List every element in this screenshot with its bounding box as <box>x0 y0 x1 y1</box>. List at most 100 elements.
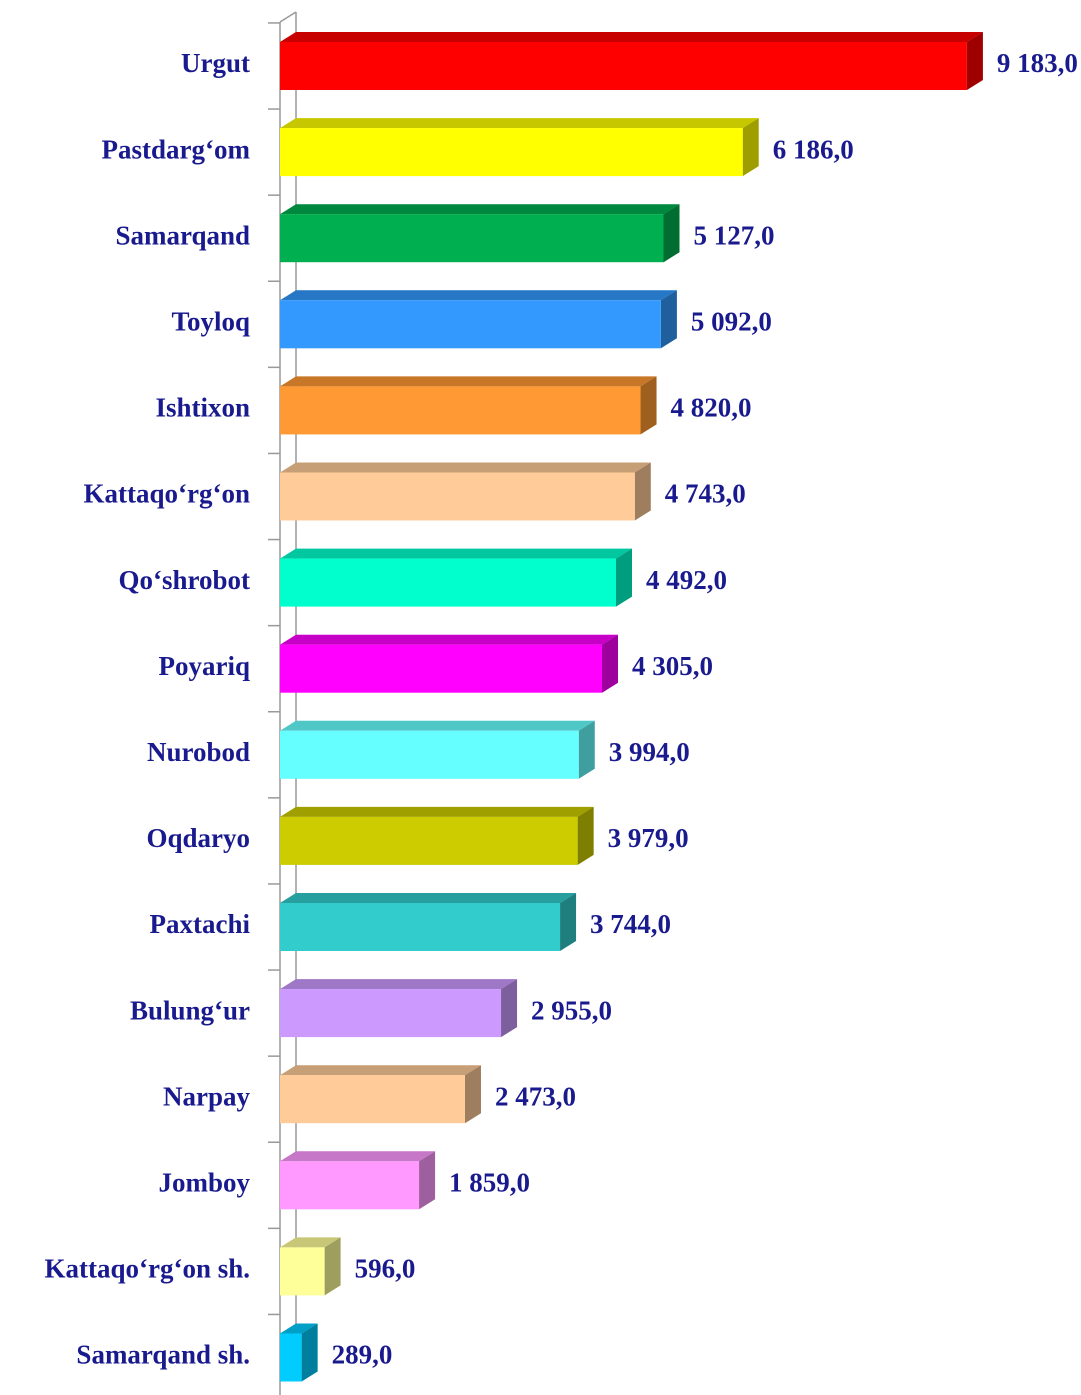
category-label: Nurobod <box>147 737 250 767</box>
bar <box>280 558 617 607</box>
value-label: 6 186,0 <box>773 134 854 164</box>
value-label: 3 744,0 <box>590 909 671 939</box>
bar-top <box>280 118 759 129</box>
bar-side-shade <box>660 290 677 349</box>
category-label: Samarqand <box>115 220 250 250</box>
bar-side-shade <box>501 979 518 1038</box>
category-label: Paxtachi <box>150 909 251 939</box>
category-label: Poyariq <box>159 651 251 681</box>
value-label: 1 859,0 <box>449 1168 530 1198</box>
bar-side <box>301 1323 318 1382</box>
bar-side-shade <box>301 1323 318 1382</box>
bar-top <box>280 204 680 215</box>
bar-top <box>280 634 619 645</box>
bar-side-shade <box>966 32 983 90</box>
bar-top <box>280 548 633 559</box>
bar-top-shade <box>280 118 759 129</box>
value-label: 5 092,0 <box>691 307 772 337</box>
category-label: Qo‘shrobot <box>118 565 250 595</box>
bar-top <box>280 1323 318 1334</box>
value-label: 2 473,0 <box>495 1081 576 1111</box>
bar-top <box>280 1237 341 1248</box>
bar <box>280 903 561 951</box>
value-label: 5 127,0 <box>693 220 774 250</box>
category-label: Samarqand sh. <box>76 1340 250 1370</box>
category-label: Ishtixon <box>155 393 250 423</box>
bar <box>280 300 661 349</box>
category-label: Pastdarg‘om <box>102 134 251 164</box>
bar-side <box>616 548 633 607</box>
value-label: 4 820,0 <box>671 393 752 423</box>
bar-top <box>280 1065 481 1076</box>
bar-top <box>280 376 657 387</box>
bar-side-shade <box>560 893 577 951</box>
value-label: 2 955,0 <box>531 995 612 1025</box>
bar-side <box>560 893 577 951</box>
bar <box>280 386 641 435</box>
bar-top-shade <box>280 634 619 645</box>
bar-top <box>280 290 677 301</box>
bar-top-shade <box>280 548 633 559</box>
bar-top <box>280 893 577 903</box>
bar-top-shade <box>280 462 651 473</box>
value-label: 4 305,0 <box>632 651 713 681</box>
bar-top <box>280 1151 436 1162</box>
bar <box>280 214 664 263</box>
bar-side-shade <box>578 720 595 779</box>
category-label: Jomboy <box>158 1168 250 1198</box>
bar-side <box>602 634 619 693</box>
bar-side <box>966 32 983 90</box>
bar <box>280 644 603 693</box>
bar-top <box>280 806 594 817</box>
bar-side <box>501 979 518 1038</box>
bar-side <box>634 462 651 521</box>
value-label: 289,0 <box>332 1340 393 1370</box>
bar-side-shade <box>663 204 680 263</box>
bar-top <box>280 979 518 990</box>
bar <box>280 472 635 521</box>
bar-side-shade <box>602 634 619 693</box>
value-label: 9 183,0 <box>997 48 1078 78</box>
bar <box>280 42 967 90</box>
bar <box>280 1161 420 1210</box>
bar-top-shade <box>280 204 680 215</box>
bar <box>280 816 578 865</box>
bar-side-shade <box>577 806 594 865</box>
category-label: Toyloq <box>171 307 250 337</box>
bar-top-shade <box>280 1323 318 1334</box>
bar-side <box>577 806 594 865</box>
bar-top-shade <box>280 1065 481 1076</box>
category-label: Bulung‘ur <box>130 995 250 1025</box>
bar-top-shade <box>280 1237 341 1248</box>
value-label: 596,0 <box>355 1254 416 1284</box>
bar-side-shade <box>742 118 759 177</box>
bar-top-shade <box>280 1151 436 1162</box>
bar-side <box>578 720 595 779</box>
category-label: Urgut <box>181 48 250 78</box>
category-label: Kattaqo‘rg‘on <box>84 479 250 509</box>
bar-top-shade <box>280 32 983 42</box>
value-label: 3 994,0 <box>609 737 690 767</box>
bar-side <box>660 290 677 349</box>
bar-side-shade <box>634 462 651 521</box>
bar-side <box>663 204 680 263</box>
bar <box>280 1333 302 1382</box>
axis-top <box>279 11 297 23</box>
bar-side <box>742 118 759 177</box>
bar-side <box>324 1237 341 1296</box>
bar <box>280 730 579 779</box>
bar-side <box>464 1065 481 1124</box>
bar-top-shade <box>280 290 677 301</box>
bar-top-shade <box>280 806 594 817</box>
bar-side-shade <box>324 1237 341 1296</box>
category-label: Kattaqo‘rg‘on sh. <box>44 1254 250 1284</box>
category-label: Narpay <box>163 1081 250 1111</box>
bar-side-shade <box>616 548 633 607</box>
bar <box>280 989 502 1038</box>
value-label: 3 979,0 <box>608 823 689 853</box>
category-label: Oqdaryo <box>146 823 250 853</box>
bar-top-shade <box>280 376 657 387</box>
bar <box>280 1075 465 1124</box>
value-label: 4 492,0 <box>646 565 727 595</box>
